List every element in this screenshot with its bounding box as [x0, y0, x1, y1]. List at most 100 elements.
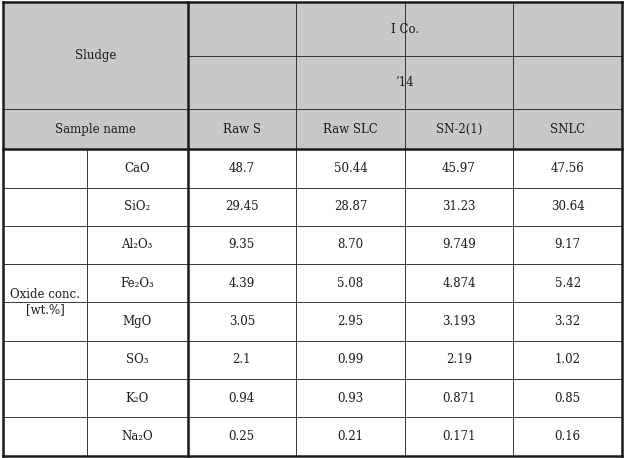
Text: 5.42: 5.42 [554, 277, 581, 290]
Text: 48.7: 48.7 [229, 162, 255, 175]
Text: CaO: CaO [124, 162, 150, 175]
Text: 0.171: 0.171 [442, 430, 476, 443]
Text: SO₃: SO₃ [126, 354, 148, 366]
Text: 1.02: 1.02 [554, 354, 581, 366]
Bar [188, 302, 296, 341]
Bar [87, 417, 188, 456]
Bar [405, 149, 513, 187]
Bar [3, 109, 188, 149]
Bar [513, 302, 622, 341]
Text: Na₂O: Na₂O [121, 430, 153, 443]
Text: 0.99: 0.99 [338, 354, 364, 366]
Bar [3, 341, 87, 379]
Bar [513, 264, 622, 302]
Text: 3.05: 3.05 [229, 315, 255, 328]
Bar [3, 302, 87, 341]
Text: Oxide conc.
[wt.%]: Oxide conc. [wt.%] [10, 289, 80, 316]
Bar [405, 379, 513, 417]
Text: 2.95: 2.95 [338, 315, 364, 328]
Text: 31.23: 31.23 [442, 200, 476, 213]
Bar [3, 56, 188, 109]
Bar [188, 226, 296, 264]
Text: 2.19: 2.19 [446, 354, 472, 366]
Bar [405, 341, 513, 379]
Bar [296, 379, 405, 417]
Bar [513, 226, 622, 264]
Text: I Co.: I Co. [391, 22, 419, 36]
Text: 4.39: 4.39 [229, 277, 255, 290]
Bar [405, 302, 513, 341]
Text: 8.70: 8.70 [338, 239, 364, 251]
Text: 0.94: 0.94 [229, 392, 255, 405]
Text: K₂O: K₂O [126, 392, 149, 405]
Bar [296, 109, 405, 149]
Bar [296, 417, 405, 456]
Text: Al₂O₃: Al₂O₃ [121, 239, 152, 251]
Text: 0.25: 0.25 [229, 430, 255, 443]
Text: 9.17: 9.17 [554, 239, 581, 251]
Bar [405, 417, 513, 456]
Bar [513, 149, 622, 187]
Bar [513, 341, 622, 379]
Bar [405, 109, 513, 149]
Bar [3, 2, 188, 56]
Text: 2.1: 2.1 [232, 354, 251, 366]
Text: 47.56: 47.56 [551, 162, 584, 175]
Text: 50.44: 50.44 [334, 162, 367, 175]
Bar [513, 109, 622, 149]
Bar [3, 226, 87, 264]
Text: 3.193: 3.193 [442, 315, 476, 328]
Bar [188, 187, 296, 226]
Bar [296, 302, 405, 341]
Bar [3, 379, 87, 417]
Text: 9.749: 9.749 [442, 239, 476, 251]
Text: Raw SLC: Raw SLC [323, 123, 378, 136]
Bar [513, 417, 622, 456]
Bar [188, 264, 296, 302]
Bar [87, 341, 188, 379]
Bar [3, 149, 87, 187]
Bar [3, 264, 87, 302]
Bar [405, 264, 513, 302]
Bar [296, 149, 405, 187]
Bar [296, 226, 405, 264]
Text: 45.97: 45.97 [442, 162, 476, 175]
Bar [3, 187, 87, 226]
Text: 5.08: 5.08 [338, 277, 364, 290]
Text: 3.32: 3.32 [554, 315, 581, 328]
Text: 4.874: 4.874 [442, 277, 476, 290]
Bar [87, 379, 188, 417]
Bar [188, 341, 296, 379]
Bar [513, 379, 622, 417]
Text: SNLC: SNLC [550, 123, 585, 136]
Bar [296, 187, 405, 226]
Text: 30.64: 30.64 [551, 200, 584, 213]
Text: 9.35: 9.35 [229, 239, 255, 251]
Bar [513, 187, 622, 226]
Text: 0.85: 0.85 [554, 392, 581, 405]
Text: 0.93: 0.93 [338, 392, 364, 405]
Bar [296, 264, 405, 302]
Bar [405, 187, 513, 226]
Bar [296, 341, 405, 379]
Bar [188, 109, 296, 149]
Bar [87, 226, 188, 264]
Bar [188, 149, 296, 187]
Text: Sample name: Sample name [55, 123, 136, 136]
Text: SN-2(1): SN-2(1) [436, 123, 482, 136]
Bar [188, 417, 296, 456]
Text: Fe₂O₃: Fe₂O₃ [120, 277, 154, 290]
Bar [188, 56, 622, 109]
Text: Raw S: Raw S [222, 123, 261, 136]
Bar [87, 264, 188, 302]
Text: MgO: MgO [122, 315, 152, 328]
Bar [405, 226, 513, 264]
Text: SiO₂: SiO₂ [124, 200, 150, 213]
Text: 0.21: 0.21 [338, 430, 363, 443]
Bar [87, 149, 188, 187]
Text: 0.16: 0.16 [554, 430, 581, 443]
Text: 0.871: 0.871 [442, 392, 476, 405]
Text: Sludge: Sludge [74, 49, 116, 62]
Bar [188, 379, 296, 417]
Bar [87, 302, 188, 341]
